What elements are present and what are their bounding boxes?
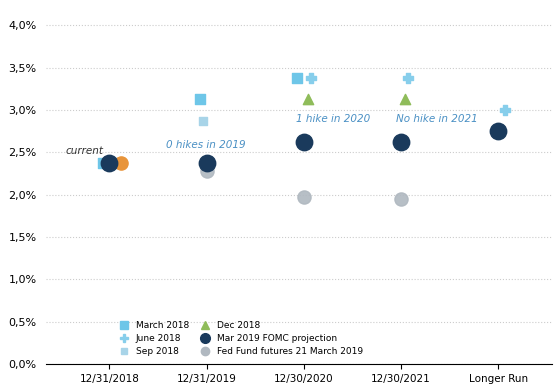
Fed Fund futures 21 March 2019 [202, 168, 211, 174]
Text: current: current [66, 146, 104, 156]
Fed Fund futures 21 March 2019 [105, 160, 114, 166]
March 2018 [195, 96, 204, 102]
Text: No hike in 2021: No hike in 2021 [396, 114, 478, 124]
Mar 2019 FOMC projection [396, 138, 405, 145]
Text: 0 hikes in 2019: 0 hikes in 2019 [166, 140, 245, 150]
Sep 2018 [198, 117, 207, 123]
Text: 1 hike in 2020: 1 hike in 2020 [296, 114, 370, 124]
June 2018 [306, 75, 315, 81]
Legend: March 2018, June 2018, Sep 2018, Dec 2018, Mar 2019 FOMC projection, Fed Fund fu: March 2018, June 2018, Sep 2018, Dec 201… [111, 317, 367, 359]
June 2018 [112, 160, 121, 166]
Dec 2018 [400, 96, 409, 102]
March 2018 [292, 75, 301, 81]
Mar 2019 FOMC projection [300, 138, 309, 145]
Mar 2019 FOMC projection [202, 160, 211, 166]
Mar 2019 FOMC projection [494, 128, 503, 134]
Fed Fund futures 21 March 2019 [396, 196, 405, 202]
March 2018 [98, 160, 107, 166]
Fed Fund futures 21 March 2019 [300, 194, 309, 200]
Point [116, 160, 125, 166]
Mar 2019 FOMC projection [105, 160, 114, 166]
June 2018 [403, 75, 412, 81]
June 2018 [501, 107, 510, 113]
Dec 2018 [304, 96, 312, 102]
